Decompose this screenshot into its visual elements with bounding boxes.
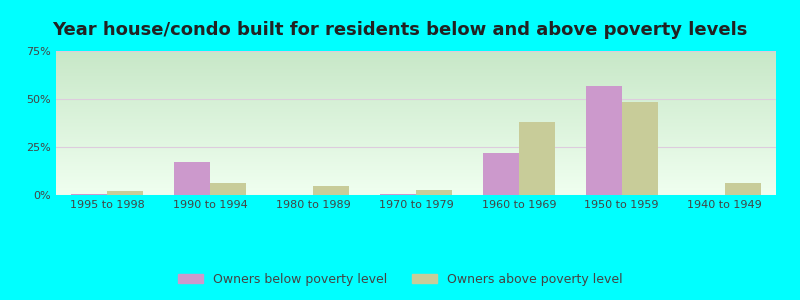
Bar [416,190,452,195]
Bar [107,191,143,195]
Bar [174,162,210,195]
Bar [622,102,658,195]
Text: Year house/condo built for residents below and above poverty levels: Year house/condo built for residents bel… [52,21,748,39]
Bar [380,194,416,195]
Bar [483,153,519,195]
Bar [210,182,246,195]
Bar [519,122,555,195]
Bar [71,194,107,195]
Bar [586,85,622,195]
Bar [725,182,761,195]
Legend: Owners below poverty level, Owners above poverty level: Owners below poverty level, Owners above… [173,268,627,291]
Bar [313,186,349,195]
